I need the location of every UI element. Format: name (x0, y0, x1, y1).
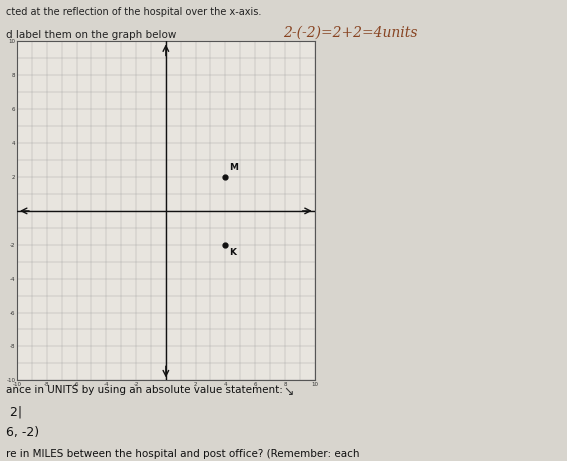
Text: re in MILES between the hospital and post office? (Remember: each: re in MILES between the hospital and pos… (6, 449, 359, 460)
Text: 6, -2): 6, -2) (6, 426, 39, 439)
Text: d label them on the graph below: d label them on the graph below (6, 30, 176, 40)
Text: K: K (229, 248, 236, 257)
Text: 2-(-2)=2+2=4units: 2-(-2)=2+2=4units (284, 25, 418, 39)
Text: ance in UNITS by using an absolute value statement:: ance in UNITS by using an absolute value… (6, 385, 282, 395)
Text: ↘: ↘ (284, 385, 294, 398)
Text: cted at the reflection of the hospital over the x-axis.: cted at the reflection of the hospital o… (6, 7, 261, 17)
Text: 2|: 2| (6, 406, 22, 419)
Text: M: M (229, 163, 238, 172)
